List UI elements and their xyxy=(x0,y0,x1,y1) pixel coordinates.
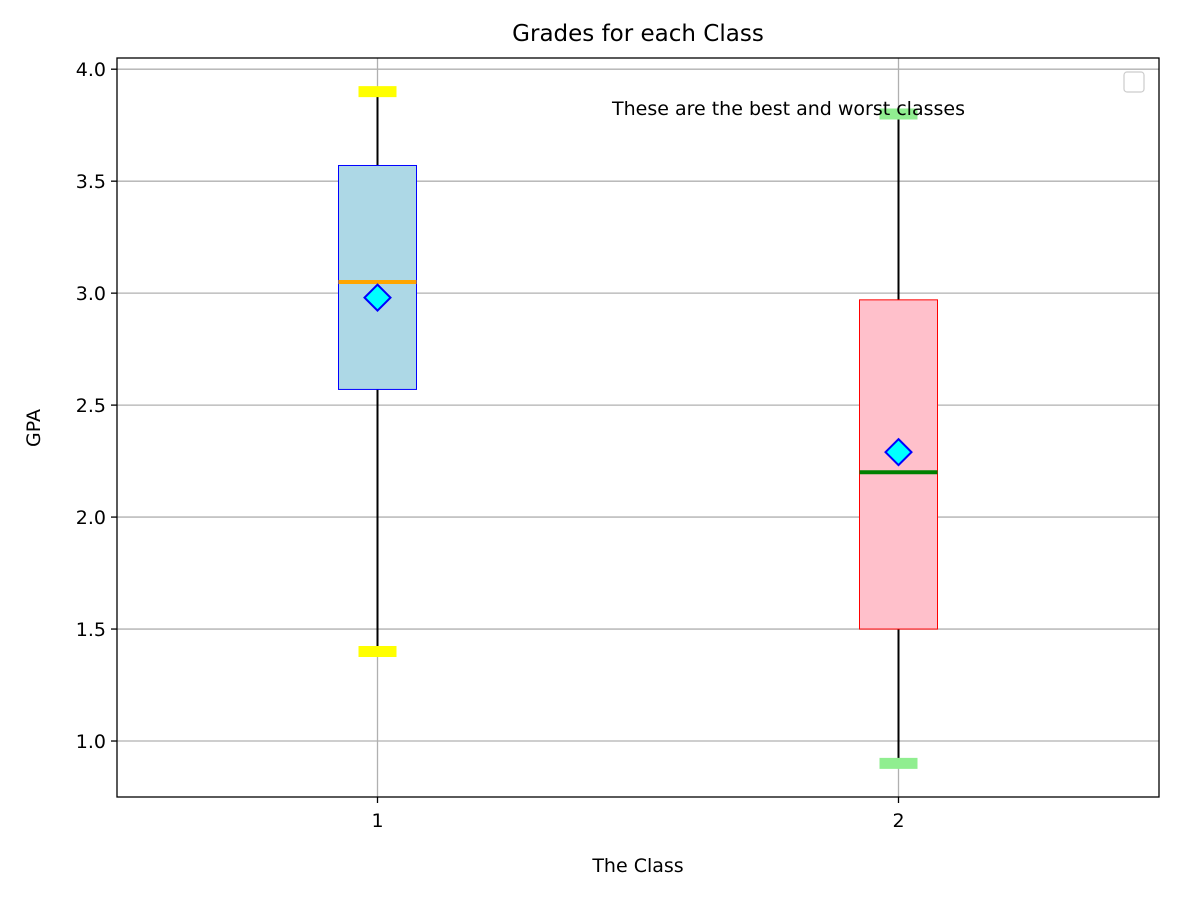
mean-marker xyxy=(884,437,913,467)
axes: 1.0 1.5 2.0 2.5 3.0 3.5 4.0 1 2 xyxy=(76,59,905,832)
y-tick-label: 4.0 xyxy=(76,59,106,81)
chart-title: Grades for each Class xyxy=(512,21,764,47)
x-axis-label: The Class xyxy=(591,855,683,877)
y-tick-label: 1.0 xyxy=(76,731,106,753)
plot-frame xyxy=(116,57,1160,798)
boxes xyxy=(338,86,938,769)
x-tick-label: 1 xyxy=(371,810,383,832)
y-tick-label: 2.0 xyxy=(76,507,106,529)
y-tick-label: 3.5 xyxy=(76,171,106,193)
box-1 xyxy=(338,86,417,657)
y-axis-label: GPA xyxy=(23,409,45,447)
iqr-box xyxy=(338,164,417,390)
mean-marker xyxy=(363,283,392,313)
y-tick-label: 3.0 xyxy=(76,283,106,305)
y-tick-label: 2.5 xyxy=(76,395,106,417)
legend-box xyxy=(1123,71,1145,93)
y-tick-label: 1.5 xyxy=(76,619,106,641)
x-tick-label: 2 xyxy=(892,810,904,832)
annotation-text: These are the best and worst classes xyxy=(611,98,965,120)
iqr-box xyxy=(859,299,938,630)
grid-lines xyxy=(117,58,1159,797)
box-2 xyxy=(859,108,938,769)
